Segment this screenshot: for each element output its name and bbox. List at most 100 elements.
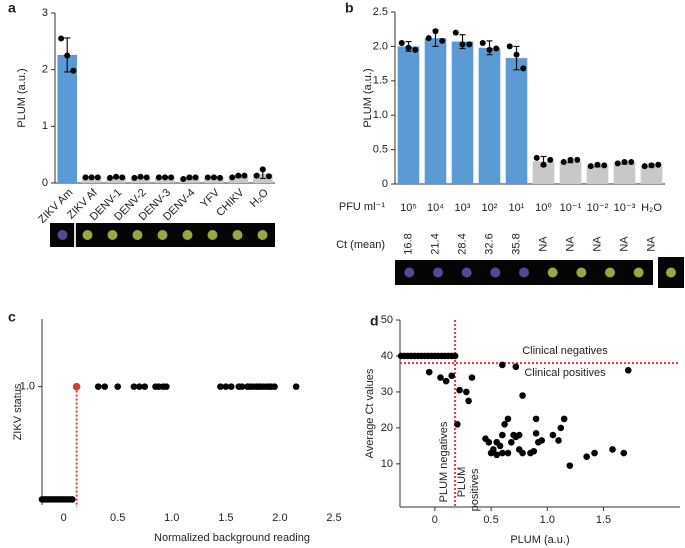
highlight-point	[72, 382, 81, 391]
replicate-dot	[405, 44, 412, 51]
point	[222, 383, 230, 390]
replicate-dot	[547, 156, 554, 163]
replicate-dot	[452, 29, 459, 36]
point	[538, 437, 545, 444]
replicate-dot	[64, 52, 71, 59]
replicate-dot	[594, 161, 601, 168]
bar	[228, 176, 249, 183]
replicate-dot	[107, 174, 113, 181]
replicate-dot	[265, 173, 272, 180]
x-tick-label: 1.0	[540, 514, 555, 526]
well	[666, 267, 676, 278]
replicate-dot	[162, 174, 168, 181]
well	[232, 230, 243, 240]
ct-value: 35.8	[510, 233, 522, 254]
replicate-dot	[229, 174, 236, 181]
well	[490, 267, 501, 278]
replicate-dot	[241, 172, 248, 179]
ct-value: NA	[591, 236, 603, 252]
point	[437, 374, 444, 381]
bar	[57, 54, 77, 183]
replicate-dot	[398, 39, 405, 46]
bar	[532, 161, 555, 184]
x-tick-label: 1.5	[596, 514, 611, 526]
point	[130, 383, 138, 390]
x-tick-label: CHIKV	[214, 186, 247, 219]
x-tick-label: 10⁻³	[614, 202, 636, 214]
point	[468, 374, 476, 381]
replicate-dot	[655, 161, 662, 168]
replicate-dot	[186, 174, 193, 181]
y-tick-label: 2.5	[373, 6, 388, 18]
replicate-dot	[94, 174, 101, 181]
y-tick-label: 0	[42, 177, 48, 189]
replicate-dot	[58, 35, 65, 42]
annotation: Clinical positives	[524, 367, 606, 379]
y-tick-label: 30	[381, 386, 393, 398]
annotation: PLUM	[456, 467, 468, 498]
point	[238, 383, 246, 390]
well	[132, 230, 143, 240]
y-tick-label: 40	[381, 350, 393, 362]
bar	[179, 177, 200, 183]
panel-label: b	[345, 0, 354, 16]
replicate-dot	[143, 174, 150, 181]
x-tick-label: H₂O	[248, 186, 271, 209]
well	[576, 267, 587, 278]
point	[465, 397, 472, 405]
y-tick-label: 1.0	[373, 109, 388, 121]
x-tick-label: 0.5	[483, 514, 498, 526]
well	[519, 267, 529, 278]
replicate-dot	[614, 160, 621, 167]
panel-label: c	[8, 309, 16, 325]
point	[504, 415, 512, 423]
point	[496, 442, 504, 450]
replicate-dot	[82, 174, 89, 181]
replicate-dot	[137, 173, 144, 180]
x-axis-label: PLUM (a.u.)	[510, 534, 569, 546]
replicate-dot	[513, 51, 520, 58]
y-tick-label: 10	[381, 458, 393, 470]
x-tick-label: 0	[61, 512, 67, 524]
ct-value: NA	[537, 236, 549, 252]
point	[532, 415, 540, 423]
bar	[613, 162, 636, 184]
point	[463, 388, 470, 396]
well	[182, 230, 193, 240]
x-axis-label: Normalized background reading	[154, 532, 310, 544]
bar	[586, 165, 609, 184]
well	[257, 230, 268, 240]
bar	[397, 46, 420, 185]
y-axis-label: ZIKV status	[12, 383, 24, 440]
replicate-dot	[587, 163, 594, 170]
replicate-dot	[119, 174, 126, 181]
replicate-dot	[70, 67, 77, 74]
point	[217, 383, 224, 390]
point	[485, 438, 493, 446]
replicate-dot	[113, 173, 120, 180]
annotation: PLUM negatives	[438, 421, 450, 502]
x-tick-label: 10³	[455, 202, 471, 214]
point	[519, 392, 526, 399]
x-tick-label: ZIKV Am	[36, 187, 75, 226]
replicate-dot	[641, 163, 648, 170]
point	[499, 449, 506, 457]
point	[560, 415, 568, 423]
replicate-dot	[486, 46, 493, 53]
point	[141, 383, 149, 390]
replicate-dot	[412, 46, 419, 53]
y-tick-label: 0	[382, 178, 388, 190]
replicate-dot	[493, 45, 500, 52]
point	[493, 451, 501, 459]
replicate-dot	[567, 156, 574, 163]
point	[456, 386, 463, 394]
y-tick-label: 2	[42, 64, 48, 76]
replicate-dot	[204, 174, 211, 181]
annotation: positives	[469, 468, 481, 511]
bar	[505, 58, 528, 184]
point	[515, 431, 523, 439]
replicate-dot	[520, 65, 527, 72]
point	[499, 431, 506, 439]
y-tick-label: 3	[42, 7, 48, 19]
bar	[478, 47, 501, 184]
